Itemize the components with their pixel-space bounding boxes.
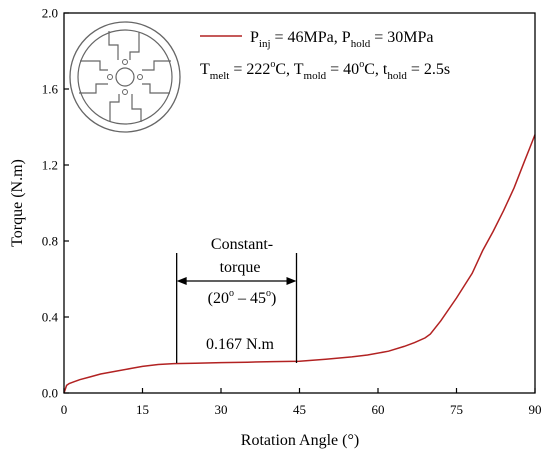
legend-line2: Tmelt = 222oC, Tmold = 40oC, thold = 2.5…: [200, 59, 450, 82]
y-tick-label: 2.0: [42, 6, 58, 21]
x-tick-label: 90: [529, 402, 542, 417]
y-tick-label: 0.8: [42, 234, 58, 249]
value-label: 0.167 N.m: [206, 336, 275, 353]
y-tick-label: 0.0: [42, 386, 58, 401]
x-tick-label: 0: [61, 402, 68, 417]
x-tick-label: 75: [450, 402, 463, 417]
region-label-line2: torque: [220, 259, 261, 276]
legend: Pinj = 46MPa, Phold = 30MPa Tmelt = 222o…: [200, 29, 450, 82]
y-tick-label: 1.2: [42, 158, 58, 173]
x-tick-label: 30: [215, 402, 228, 417]
part-drawing-icon: [69, 21, 181, 133]
y-axis-ticks: 0.0 0.4 0.8 1.2 1.6 2.0: [42, 6, 69, 401]
range-label: (20o – 45o): [208, 288, 277, 307]
arrow-head-right: [286, 277, 297, 285]
region-label-line1: Constant-: [211, 236, 273, 253]
x-tick-label: 15: [136, 402, 149, 417]
y-tick-label: 0.4: [42, 310, 59, 325]
x-tick-label: 45: [293, 402, 306, 417]
plot-frame: [63, 12, 536, 394]
x-axis-ticks: 0 15 30 45 60 75 90: [61, 388, 542, 417]
series-line: [63, 134, 536, 394]
x-tick-label: 60: [372, 402, 385, 417]
constant-torque-annotation: Constant- torque (20o – 45o) 0.167 N.m: [176, 236, 298, 363]
y-axis-title: Torque (N.m): [9, 159, 26, 247]
x-axis-title: Rotation Angle (°): [241, 432, 359, 449]
y-tick-label: 1.6: [42, 82, 59, 97]
legend-line1: Pinj = 46MPa, Phold = 30MPa: [250, 29, 434, 50]
arrow-head-left: [176, 277, 187, 285]
